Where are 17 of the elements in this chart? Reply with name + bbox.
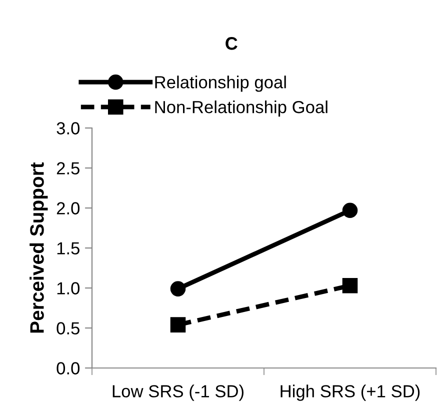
x-tick-label: Low SRS (-1 SD)	[112, 384, 244, 401]
legend-label: Non-Relationship Goal	[155, 100, 328, 117]
y-tick-label: 1.5	[57, 242, 80, 254]
y-axis-title: Perceived Support	[30, 162, 48, 333]
y-tick-label: 2.0	[56, 202, 80, 214]
y-tick-label: 0.5	[56, 322, 80, 334]
y-tick-label: 2.5	[56, 162, 80, 174]
point	[170, 281, 186, 296]
point	[342, 278, 358, 294]
y-tick-label: 3.0	[56, 122, 80, 134]
x-tick-label: High SRS (+1 SD)	[280, 384, 420, 401]
point	[170, 317, 186, 332]
y-tick-label: 0.0	[56, 362, 80, 374]
y-tick-label: 1.0	[57, 282, 80, 294]
legend-label: Relationship goal	[155, 76, 286, 92]
point	[342, 202, 358, 218]
chart-title: C	[226, 37, 238, 50]
